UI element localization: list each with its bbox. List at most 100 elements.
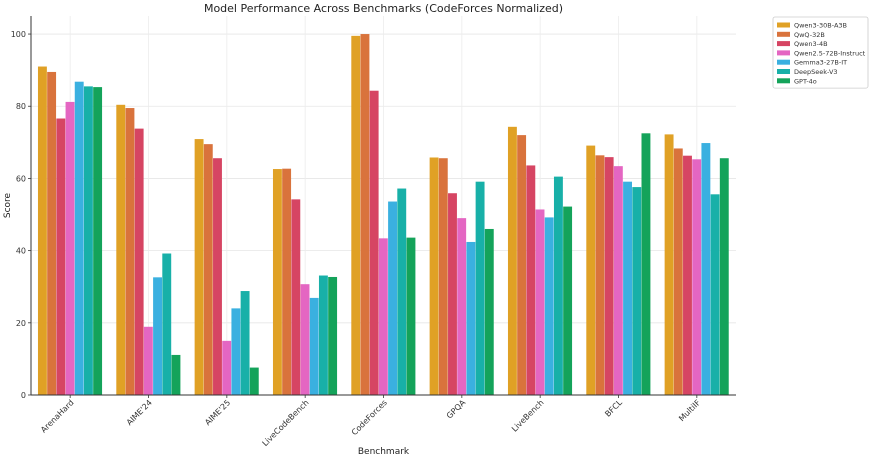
- y-tick-label: 40: [16, 247, 26, 256]
- legend-label: Qwen3-30B-A3B: [794, 22, 847, 30]
- axes-layer: [28, 16, 736, 398]
- bar: [544, 217, 554, 395]
- bar: [318, 275, 328, 395]
- chart-title: Model Performance Across Benchmarks (Cod…: [204, 2, 563, 15]
- bar: [475, 181, 485, 395]
- legend-box: [772, 16, 869, 89]
- bar: [692, 159, 702, 395]
- bar: [613, 166, 623, 395]
- bar: [701, 143, 711, 395]
- bar: [397, 188, 407, 395]
- x-tick-label: BFCL: [603, 398, 624, 419]
- bar: [535, 209, 545, 395]
- bar: [673, 148, 683, 395]
- legend-label: Qwen3-4B: [794, 40, 828, 48]
- bar: [664, 134, 674, 395]
- x-tick-label: MultiIF: [677, 398, 702, 423]
- legend: Qwen3-30B-A3BQwQ-32BQwen3-4BQwen2.5-72B-…: [772, 16, 869, 89]
- bar: [282, 168, 292, 395]
- bar: [369, 90, 379, 396]
- bar: [406, 237, 416, 395]
- bar: [309, 297, 319, 395]
- bar: [517, 135, 527, 395]
- bar: [526, 165, 536, 395]
- bar: [388, 201, 397, 395]
- bar: [457, 218, 467, 395]
- y-tick-label: 80: [16, 102, 26, 111]
- bar: [125, 108, 135, 396]
- x-tick-label: LiveBench: [510, 398, 546, 434]
- legend-swatch: [777, 31, 790, 37]
- bar: [378, 238, 388, 395]
- x-tick-label: AIME'25: [203, 398, 232, 427]
- x-tick-label: ArenaHard: [39, 398, 76, 435]
- bar: [719, 158, 729, 395]
- x-tick-label: CodeForces: [350, 398, 389, 437]
- bar: [328, 276, 338, 395]
- bar: [429, 157, 439, 395]
- bar: [37, 66, 47, 396]
- bar: [249, 367, 259, 395]
- legend-label: Gemma3-27B-IT: [794, 59, 847, 67]
- bar: [153, 277, 162, 395]
- legend-label: Qwen2.5-72B-Instruct: [794, 49, 866, 57]
- y-tick-label: 20: [16, 319, 26, 328]
- legend-swatch: [777, 41, 790, 47]
- legend-swatch: [777, 78, 790, 84]
- bar: [683, 155, 692, 395]
- legend-swatch: [777, 50, 790, 56]
- bar: [641, 133, 651, 396]
- y-tick-label: 60: [16, 174, 26, 183]
- bar: [74, 81, 84, 396]
- bar: [291, 199, 301, 395]
- legend-swatch: [777, 22, 790, 28]
- bar: [231, 308, 241, 395]
- bar: [466, 241, 476, 395]
- bar: [632, 187, 642, 395]
- bar: [213, 158, 222, 395]
- bar: [222, 340, 232, 395]
- legend-label: QwQ-32B: [794, 31, 825, 39]
- bar: [171, 354, 181, 395]
- bar: [240, 291, 250, 395]
- bars-layer: [37, 34, 729, 396]
- bar: [83, 86, 93, 395]
- bar: [116, 104, 126, 396]
- bar: [143, 326, 153, 395]
- bar: [93, 87, 103, 396]
- bar: [586, 145, 596, 395]
- y-tick-label: 0: [21, 391, 26, 400]
- bar: [563, 206, 573, 395]
- legend-swatch: [777, 69, 790, 74]
- bar: [710, 194, 720, 395]
- y-tick-label: 100: [11, 30, 26, 39]
- bar: [448, 193, 457, 395]
- bar: [300, 284, 310, 395]
- bar: [438, 158, 448, 395]
- x-tick-label: LiveCodeBench: [261, 398, 311, 448]
- x-tick-label: GPQA: [445, 398, 468, 421]
- bar: [553, 176, 563, 395]
- bar: [360, 34, 370, 396]
- bar: [595, 155, 605, 395]
- bar: [65, 101, 75, 395]
- bar: [134, 128, 144, 396]
- bar: [507, 126, 517, 395]
- legend-label: GPT-4o: [794, 77, 817, 85]
- bar: [194, 139, 204, 395]
- y-axis-title: Score: [3, 192, 13, 218]
- bar: [203, 144, 213, 395]
- bar: [351, 35, 361, 395]
- bar: [623, 181, 632, 395]
- bar: [272, 169, 282, 395]
- bar: [484, 228, 494, 395]
- x-tick-label: AIME'24: [125, 398, 154, 427]
- bar: [47, 71, 57, 395]
- bar: [56, 118, 66, 396]
- x-axis-title: Benchmark: [358, 447, 410, 457]
- legend-swatch: [777, 59, 790, 65]
- legend-label: DeepSeek-V3: [794, 68, 838, 76]
- bar: [162, 253, 172, 395]
- bar: [604, 157, 614, 395]
